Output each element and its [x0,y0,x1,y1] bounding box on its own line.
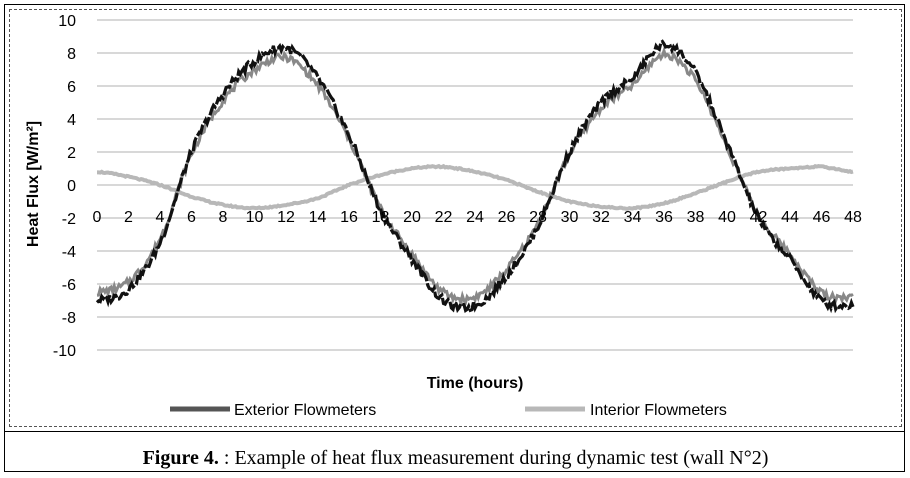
y-tick-labels: 10 8 6 4 2 0 -2 -4 -6 -8 -10 [53,13,76,360]
y-axis-title: Heat Flux [W/m²] [25,121,42,247]
x-tick-label: 20 [403,209,421,226]
figure-frame: Figure 4. : Example of heat flux measure… [4,4,905,472]
grid-lines [97,19,853,351]
x-tick-label: 2 [124,209,133,226]
caption-label: Figure 4. [142,447,219,469]
figure-caption: Figure 4. : Example of heat flux measure… [5,447,906,470]
y-tick-label: 6 [67,79,76,96]
legend-label-exterior: Exterior Flowmeters [234,402,376,419]
y-tick-label: -10 [53,343,76,360]
x-tick-label: 30 [561,209,579,226]
legend: Exterior Flowmeters Interior Flowmeters [170,402,727,419]
x-tick-label: 18 [372,209,390,226]
caption-divider [5,431,904,432]
x-tick-label: 28 [529,209,547,226]
chart-area-border [9,9,902,427]
x-tick-label: 12 [277,209,295,226]
y-tick-label: -6 [62,277,76,294]
x-tick-label: 0 [93,209,102,226]
x-tick-label: 42 [750,209,768,226]
x-tick-label: 32 [592,209,610,226]
y-tick-label: 2 [67,145,76,162]
x-tick-label: 48 [844,209,862,226]
x-tick-label: 40 [718,209,736,226]
x-tick-label: 34 [624,209,642,226]
x-tick-label: 22 [435,209,453,226]
y-tick-label: 8 [67,46,76,63]
x-axis-title: Time (hours) [427,375,524,392]
y-tick-label: 4 [67,112,76,129]
y-tick-label: 0 [67,178,76,195]
x-tick-label: 36 [655,209,673,226]
x-tick-label: 26 [498,209,516,226]
y-tick-label: 10 [58,13,76,30]
x-tick-label: 8 [219,209,228,226]
caption-text: : Example of heat flux measurement durin… [218,447,769,469]
y-tick-label: -2 [62,211,76,228]
x-tick-label: 6 [187,209,196,226]
series-line-exterior [95,39,855,314]
y-tick-label: -4 [62,244,76,261]
series-layer [95,39,855,314]
series-line-interior [97,163,854,211]
x-tick-labels: 0 2 4 6 8 10 12 14 16 18 20 22 24 26 28 30 32 34 36 38 40 42 4… [93,209,862,226]
x-tick-label: 24 [466,209,484,226]
x-tick-label: 16 [340,209,358,226]
y-tick-label: -8 [62,310,76,327]
legend-label-interior: Interior Flowmeters [590,402,727,419]
x-tick-label: 44 [781,209,799,226]
x-tick-label: 14 [309,209,327,226]
x-tick-label: 4 [156,209,165,226]
x-tick-label: 10 [246,209,264,226]
x-tick-label: 46 [813,209,831,226]
x-tick-label: 38 [687,209,705,226]
